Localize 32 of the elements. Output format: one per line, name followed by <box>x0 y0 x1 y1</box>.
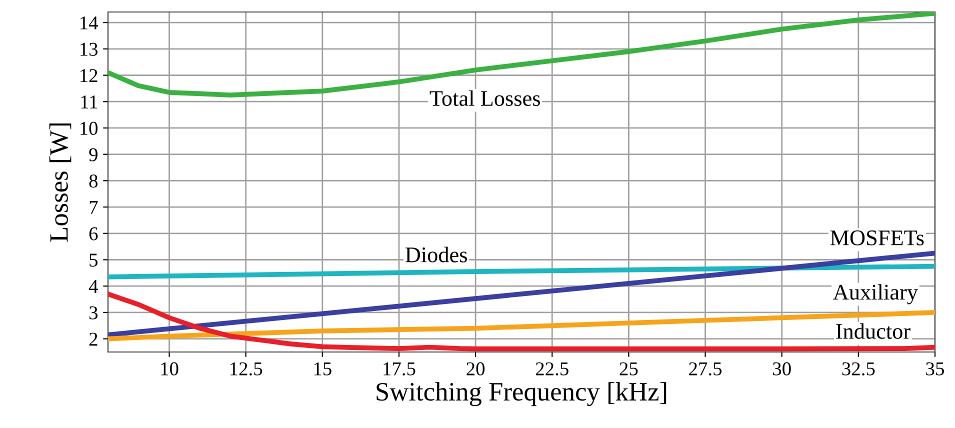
x-tick-label: 22.5 <box>536 362 568 376</box>
y-tick-label: 2 <box>89 332 98 346</box>
x-tick-label: 12.5 <box>230 362 262 376</box>
y-tick-label: 11 <box>81 96 98 108</box>
x-tick-label: 30 <box>773 362 791 376</box>
series-label: Total Losses <box>430 90 540 106</box>
y-tick-label: 9 <box>89 148 98 162</box>
x-tick-label: 10 <box>161 362 178 376</box>
y-tick-label: 10 <box>80 122 98 135</box>
y-tick-label: 7 <box>90 201 98 214</box>
x-axis-title: Switching Frequency [kHz] <box>376 382 666 406</box>
y-tick-label: 12 <box>80 69 98 82</box>
line-series <box>108 310 935 342</box>
x-tick-label: 17.5 <box>384 362 416 376</box>
series-label: MOSFETs <box>830 230 924 246</box>
y-tick-label: 3 <box>89 306 98 320</box>
series-label: Diodes <box>405 246 467 262</box>
y-tick-label: 8 <box>89 174 98 188</box>
y-tick-label: 13 <box>80 42 98 56</box>
y-tick-label: 14 <box>80 16 98 30</box>
x-tick-label: 20 <box>466 362 485 376</box>
y-axis-title: Losses [W] <box>49 124 72 242</box>
x-tick-label: 32.5 <box>842 362 875 376</box>
x-tick-label: 27.5 <box>689 362 722 376</box>
x-tick-label: 25 <box>620 362 638 376</box>
series-label: Inductor <box>836 323 910 339</box>
series-label: Auxiliary <box>833 284 918 304</box>
x-tick-label: 35 <box>926 362 944 376</box>
x-tick-label: 15 <box>314 362 332 376</box>
y-tick-label: 5 <box>90 254 98 267</box>
y-tick-label: 4 <box>88 280 98 293</box>
y-tick-label: 6 <box>89 227 98 240</box>
